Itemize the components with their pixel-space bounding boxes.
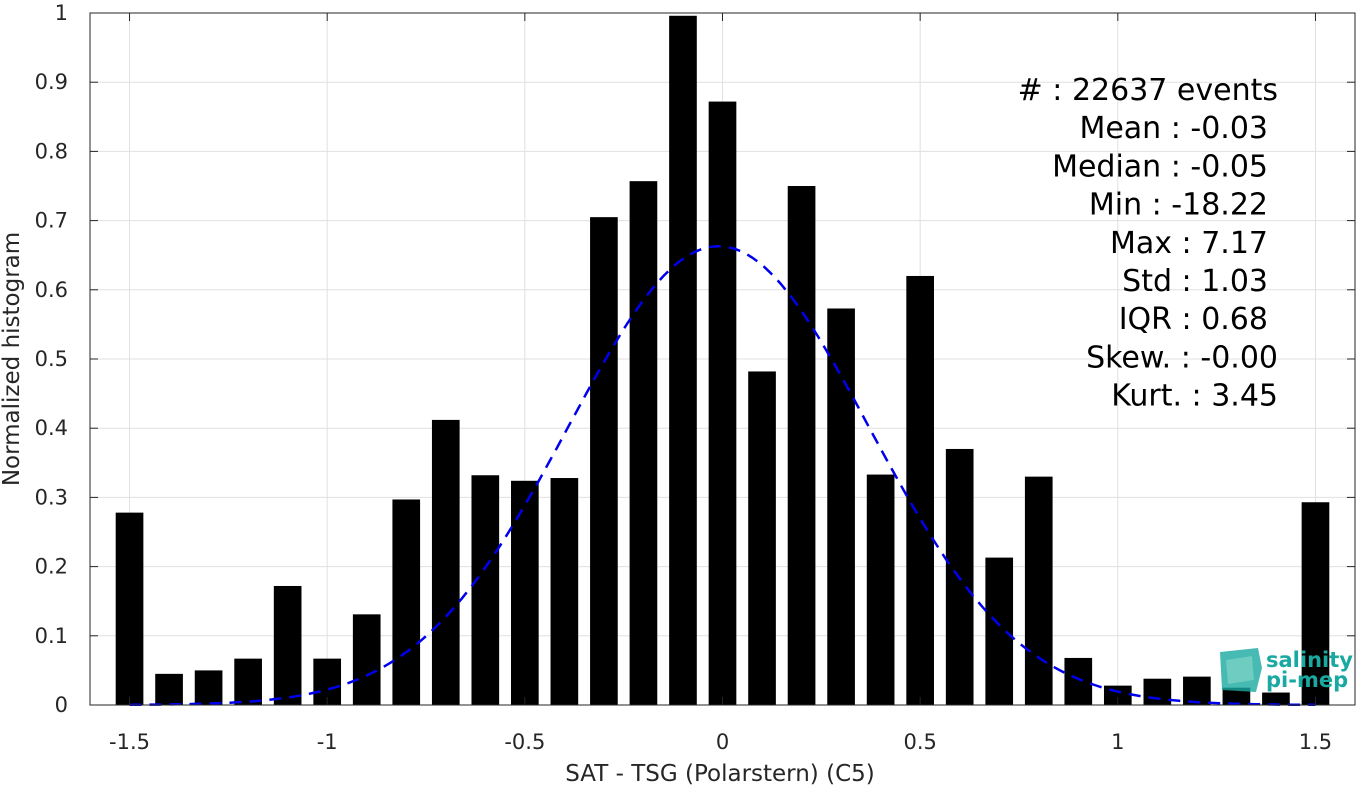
x-tick-label-1: -1: [317, 730, 338, 754]
bar-2: [194, 670, 223, 705]
x-tick-label-2: -0.5: [504, 730, 545, 754]
y-tick-label-8: 0.8: [35, 139, 68, 163]
y-tick-label-0: 0: [55, 693, 68, 717]
y-tick-label-10: 1: [55, 1, 68, 25]
bar-10: [511, 480, 539, 705]
y-tick-label-6: 0.6: [35, 278, 68, 302]
bar-8: [431, 419, 460, 705]
bar-17: [787, 186, 816, 705]
stat-line-0: # : 22637 events: [1018, 73, 1278, 108]
stat-line-5: Std : 1.03: [1122, 264, 1268, 299]
bar-11: [550, 478, 579, 705]
logo-text-salinity: salinity: [1266, 648, 1353, 672]
stat-line-4: Max : 7.17: [1110, 226, 1268, 261]
bar-3: [234, 658, 262, 705]
stat-line-6: IQR : 0.68: [1119, 302, 1268, 337]
gaussian-fit-curve: [129, 244, 1316, 707]
bar-29: [1262, 692, 1290, 705]
bar-22: [985, 557, 1014, 705]
bar-30: [1301, 502, 1330, 705]
y-tick-label-4: 0.4: [35, 416, 68, 440]
stat-line-3: Min : -18.22: [1089, 188, 1268, 223]
stat-line-7: Skew. : -0.00: [1086, 340, 1278, 375]
x-tick-label-3: 0: [716, 730, 729, 754]
bar-16: [748, 371, 776, 705]
salinity-pi-mep-logo: salinity pi-mep: [1220, 648, 1353, 692]
bar-18: [827, 308, 855, 705]
stat-line-1: Mean : -0.03: [1079, 111, 1268, 146]
y-tick-label-5: 0.5: [35, 347, 68, 371]
bar-19: [866, 474, 895, 705]
x-axis-ticks: -1.5 -1 -0.5 0 0.5 1 1.5: [109, 13, 1332, 754]
y-tick-label-9: 0.9: [35, 70, 68, 94]
bar-15: [708, 101, 737, 706]
stat-line-8: Kurt. : 3.45: [1111, 379, 1278, 414]
x-tick-label-0: -1.5: [109, 730, 150, 754]
y-axis-label: Normalized histogram: [0, 232, 25, 486]
bar-7: [392, 499, 421, 705]
stat-line-2: Median : -0.05: [1052, 149, 1268, 184]
bar-26: [1143, 678, 1172, 705]
bar-27: [1183, 676, 1211, 705]
bar-9: [471, 475, 500, 705]
bar-12: [590, 217, 618, 705]
x-tick-label-5: 1: [1111, 730, 1124, 754]
bar-1: [155, 673, 183, 705]
bar-6: [352, 614, 381, 705]
bar-4: [273, 585, 302, 705]
bar-13: [629, 181, 658, 705]
y-tick-label-2: 0.2: [35, 555, 68, 579]
x-tick-label-6: 1.5: [1299, 730, 1332, 754]
logo-map-shade: [1226, 656, 1254, 684]
bar-14: [669, 15, 697, 705]
bar-23: [1024, 476, 1053, 705]
x-tick-label-4: 0.5: [903, 730, 936, 754]
y-tick-label-7: 0.7: [35, 209, 68, 233]
bar-0: [115, 512, 144, 705]
y-tick-label-3: 0.3: [35, 485, 68, 509]
y-axis-ticks: 0 0.1 0.2 0.3 0.4 0.5 0.6 0.7 0.8 0.9 1: [35, 1, 1355, 717]
y-tick-label-1: 0.1: [35, 624, 68, 648]
histogram-bars: [115, 15, 1330, 706]
bar-20: [906, 275, 934, 705]
x-axis-label: SAT - TSG (Polarstern) (C5): [565, 761, 874, 785]
bar-24: [1064, 657, 1093, 705]
bar-28: [1222, 687, 1251, 705]
logo-text-pi-mep: pi-mep: [1266, 668, 1348, 692]
